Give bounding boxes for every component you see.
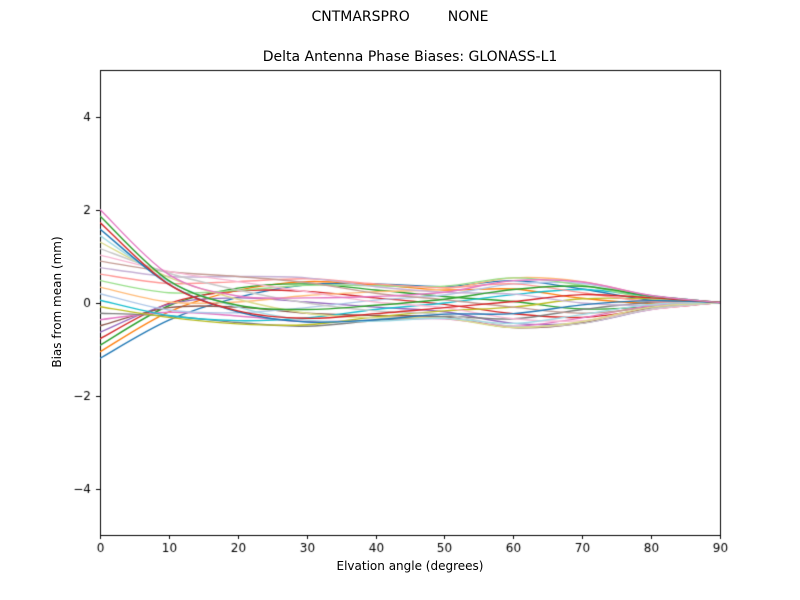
plot-canvas — [0, 0, 800, 600]
figure: CNTMARSPRO NONE Delta Antenna Phase Bias… — [0, 0, 800, 600]
